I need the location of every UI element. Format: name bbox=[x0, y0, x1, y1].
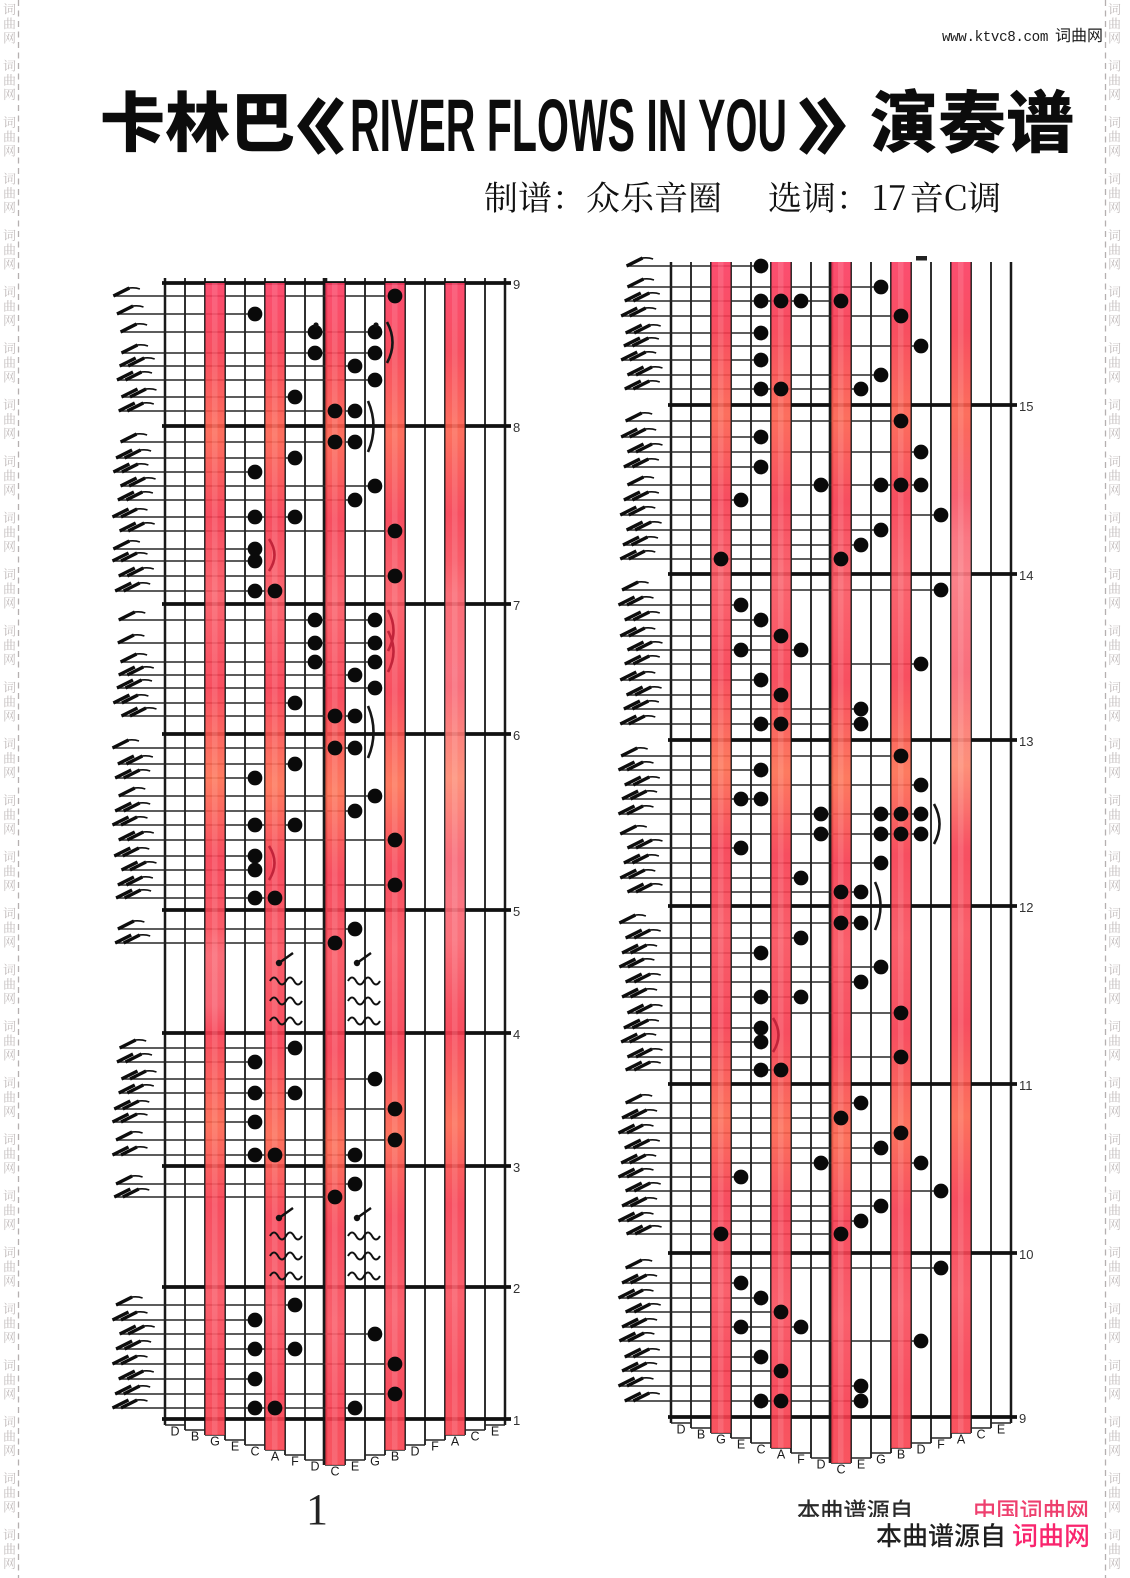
svg-text:2: 2 bbox=[513, 1281, 520, 1296]
svg-text:G: G bbox=[716, 1433, 726, 1447]
svg-text:15: 15 bbox=[1019, 399, 1033, 414]
svg-text:B: B bbox=[191, 1430, 199, 1444]
svg-text:9: 9 bbox=[513, 277, 520, 292]
svg-text:B: B bbox=[897, 1448, 905, 1462]
svg-text:C: C bbox=[976, 1428, 985, 1442]
svg-text:E: E bbox=[997, 1423, 1005, 1437]
svg-text:A: A bbox=[957, 1433, 966, 1447]
svg-text:F: F bbox=[431, 1440, 439, 1454]
svg-text:B: B bbox=[391, 1450, 399, 1464]
svg-text:A: A bbox=[451, 1435, 460, 1449]
svg-text:G: G bbox=[210, 1435, 220, 1449]
svg-text:1: 1 bbox=[513, 1413, 520, 1428]
svg-text:E: E bbox=[231, 1440, 239, 1454]
svg-text:C: C bbox=[250, 1445, 259, 1459]
svg-text:C: C bbox=[330, 1465, 339, 1479]
svg-text:E: E bbox=[351, 1460, 359, 1474]
svg-text:www.ktvc8.com: www.ktvc8.com bbox=[942, 29, 1048, 46]
svg-text:G: G bbox=[370, 1455, 380, 1469]
svg-text:10: 10 bbox=[1019, 1247, 1033, 1262]
svg-text:RIVER FLOWS IN YOU: RIVER FLOWS IN YOU bbox=[350, 84, 787, 167]
svg-text:D: D bbox=[816, 1458, 825, 1472]
svg-text:F: F bbox=[937, 1438, 945, 1452]
svg-text:8: 8 bbox=[513, 420, 520, 435]
svg-text:C: C bbox=[470, 1430, 479, 1444]
svg-text:A: A bbox=[271, 1450, 280, 1464]
svg-text:1: 1 bbox=[306, 1485, 328, 1534]
svg-text:E: E bbox=[737, 1438, 745, 1452]
svg-text:9: 9 bbox=[1019, 1411, 1026, 1426]
svg-text:14: 14 bbox=[1019, 568, 1033, 583]
svg-text:D: D bbox=[676, 1423, 685, 1437]
svg-text:3: 3 bbox=[513, 1160, 520, 1175]
svg-text:A: A bbox=[777, 1448, 786, 1462]
svg-text:E: E bbox=[491, 1425, 499, 1439]
svg-text:4: 4 bbox=[513, 1027, 520, 1042]
svg-text:12: 12 bbox=[1019, 900, 1033, 915]
svg-text:C: C bbox=[756, 1443, 765, 1457]
svg-text:F: F bbox=[291, 1455, 299, 1469]
svg-text:D: D bbox=[310, 1460, 319, 1474]
svg-text:D: D bbox=[410, 1445, 419, 1459]
svg-text:11: 11 bbox=[1019, 1078, 1033, 1093]
svg-text:C: C bbox=[836, 1463, 845, 1477]
svg-text:5: 5 bbox=[513, 904, 520, 919]
svg-text:F: F bbox=[797, 1453, 805, 1467]
svg-text:6: 6 bbox=[513, 728, 520, 743]
svg-text:G: G bbox=[876, 1453, 886, 1467]
svg-text:D: D bbox=[170, 1425, 179, 1439]
svg-text:13: 13 bbox=[1019, 734, 1033, 749]
svg-text:D: D bbox=[916, 1443, 925, 1457]
svg-text:B: B bbox=[697, 1428, 705, 1442]
svg-text:E: E bbox=[857, 1458, 865, 1472]
svg-text:7: 7 bbox=[513, 598, 520, 613]
